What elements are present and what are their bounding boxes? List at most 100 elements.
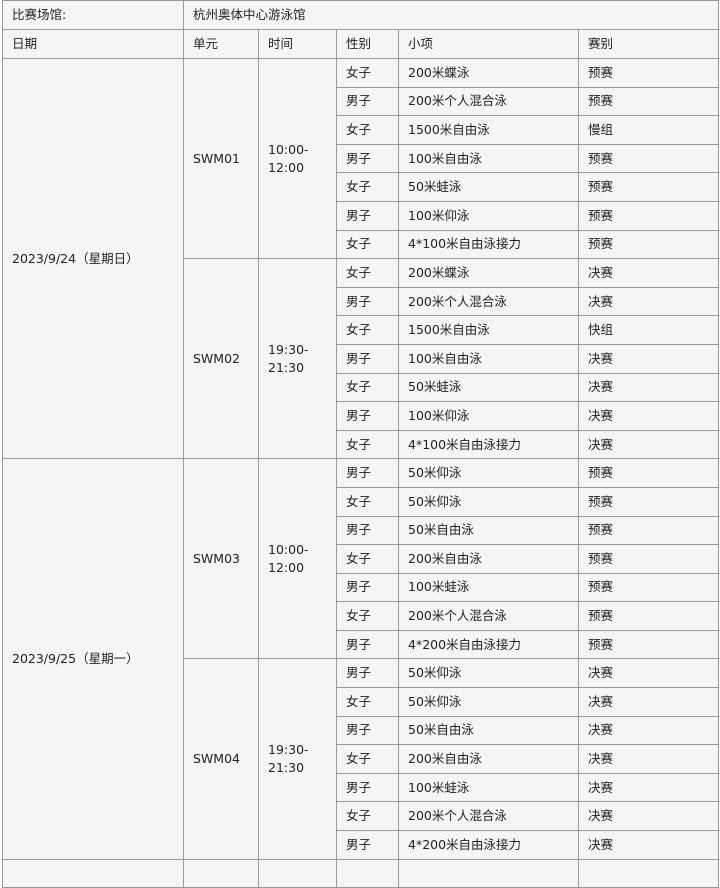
table-row: 男子 4*200米自由泳接力 预赛: [3, 629, 720, 660]
event-cell: 200米个人混合泳: [398, 801, 579, 832]
unit-cell: SWM04: [183, 658, 259, 860]
event-cell: 1500米自由泳: [398, 315, 579, 345]
event-cell: 200米蝶泳: [398, 258, 579, 288]
round-cell: 决赛: [577, 801, 720, 832]
header-unit: 单元: [183, 29, 259, 59]
table-row: 女子 50米蛙泳 预赛: [3, 172, 720, 202]
event-cell: 100米仰泳: [398, 200, 579, 231]
header-round: 赛别: [577, 29, 720, 59]
table-row: 女子 1500米自由泳 慢组: [3, 115, 720, 145]
venue-value: 杭州奥体中心游泳馆: [182, 0, 720, 30]
round-cell: 决赛: [577, 715, 720, 746]
gender-cell: 男子: [336, 629, 399, 660]
header-event: 小项: [398, 29, 579, 59]
empty-cell: [336, 858, 399, 888]
table-row: 男子 100米自由泳 预赛: [3, 143, 720, 174]
gender-cell: 女子: [336, 429, 399, 460]
date-cell: 2023/9/24（星期日）: [2, 57, 184, 460]
gender-cell: 男子: [336, 143, 399, 174]
empty-cell: [258, 858, 337, 888]
event-cell: 50米蛙泳: [398, 172, 579, 202]
table-row: 男子 100米蛙泳 决赛: [3, 772, 720, 803]
gender-cell: 男子: [336, 715, 399, 746]
gender-cell: 男子: [336, 830, 399, 860]
header-gender: 性别: [336, 29, 399, 59]
round-cell: 决赛: [577, 286, 720, 317]
event-cell: 1500米自由泳: [398, 115, 579, 145]
gender-cell: 男子: [336, 286, 399, 317]
gender-cell: 女子: [336, 744, 399, 774]
table-row: 女子 200米自由泳 决赛: [3, 744, 720, 774]
table-row: 女子 200米个人混合泳 预赛: [3, 601, 720, 631]
event-cell: 4*200米自由泳接力: [398, 629, 579, 660]
unit-cell: SWM03: [183, 458, 259, 660]
event-cell: 100米仰泳: [398, 401, 579, 431]
table-row: SWM02 19:30-21:30 女子 200米蝶泳 决赛: [3, 258, 720, 460]
gender-cell: 男子: [336, 200, 399, 231]
round-cell: 决赛: [577, 772, 720, 803]
event-cell: 4*100米自由泳接力: [398, 429, 579, 460]
table-row: 男子 4*200米自由泳接力 决赛: [3, 830, 720, 860]
gender-cell: 男子: [336, 86, 399, 117]
time-cell: 10:00-12:00: [258, 458, 337, 660]
event-cell: 50米仰泳: [398, 687, 579, 717]
round-cell: 快组: [577, 315, 720, 345]
gender-cell: 女子: [336, 801, 399, 832]
gender-cell: 女子: [336, 601, 399, 631]
table-row: [2, 858, 720, 888]
event-cell: 50米仰泳: [398, 458, 579, 488]
round-cell: 预赛: [577, 629, 720, 660]
gender-cell: 男子: [336, 658, 399, 689]
round-cell: 预赛: [577, 515, 720, 546]
round-cell: 决赛: [577, 258, 720, 288]
table-row: 女子 4*100米自由泳接力 决赛: [3, 429, 720, 460]
round-cell: 预赛: [577, 458, 720, 488]
gender-cell: 男子: [336, 401, 399, 431]
empty-cell: [577, 858, 720, 888]
gender-cell: 女子: [336, 687, 399, 717]
table-row: 男子 100米蛙泳 预赛: [3, 572, 720, 603]
round-cell: 预赛: [577, 86, 720, 117]
table-row: SWM04 19:30-21:30 男子 50米仰泳 决赛: [3, 658, 720, 860]
header-row: 日期 单元 时间 性别 小项 赛别: [2, 29, 720, 59]
round-cell: 预赛: [577, 601, 720, 631]
gender-cell: 女子: [336, 229, 399, 260]
table-row: 女子 50米仰泳 决赛: [3, 687, 720, 717]
event-cell: 200米蝶泳: [398, 58, 579, 88]
date-cell: 2023/9/25（星期一）: [2, 458, 184, 860]
table-row: 男子 100米自由泳 决赛: [3, 343, 720, 374]
time-cell: 19:30-21:30: [258, 658, 337, 860]
gender-cell: 男子: [336, 515, 399, 546]
event-cell: 200米自由泳: [398, 544, 579, 574]
round-cell: 决赛: [577, 687, 720, 717]
empty-cell: [183, 858, 259, 888]
event-cell: 100米自由泳: [398, 343, 579, 374]
gender-cell: 女子: [336, 258, 399, 288]
gender-cell: 女子: [336, 486, 399, 517]
gender-cell: 女子: [336, 372, 399, 403]
gender-cell: 男子: [336, 772, 399, 803]
gender-cell: 男子: [336, 572, 399, 603]
event-cell: 50米自由泳: [398, 715, 579, 746]
event-cell: 100米蛙泳: [398, 772, 579, 803]
round-cell: 决赛: [577, 830, 720, 860]
event-cell: 200米自由泳: [398, 744, 579, 774]
round-cell: 预赛: [577, 58, 720, 88]
round-cell: 决赛: [577, 372, 720, 403]
event-cell: 50米蛙泳: [398, 372, 579, 403]
gender-cell: 女子: [336, 58, 399, 88]
table-row: 女子 200米自由泳 预赛: [3, 544, 720, 574]
table-row: 女子 50米仰泳 预赛: [3, 486, 720, 517]
round-cell: 预赛: [577, 172, 720, 202]
event-cell: 200米个人混合泳: [398, 286, 579, 317]
event-cell: 50米仰泳: [398, 658, 579, 689]
unit-cell: SWM01: [183, 57, 259, 260]
unit-cell: SWM02: [183, 258, 259, 460]
round-cell: 预赛: [577, 143, 720, 174]
round-cell: 决赛: [577, 343, 720, 374]
round-cell: 预赛: [577, 572, 720, 603]
event-cell: 4*100米自由泳接力: [398, 229, 579, 260]
event-cell: 100米蛙泳: [398, 572, 579, 603]
table-row: 男子 200米个人混合泳 决赛: [3, 286, 720, 317]
empty-cell: [2, 858, 184, 888]
